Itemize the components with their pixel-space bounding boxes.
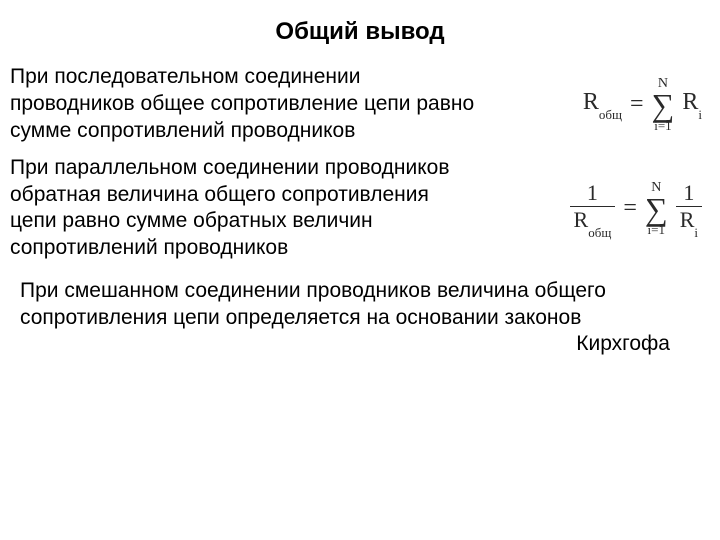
row-parallel: При параллельном соединении проводников … bbox=[10, 155, 710, 263]
lhs-sub: общ bbox=[599, 107, 622, 122]
sigma-icon: ∑ bbox=[652, 89, 675, 121]
sum-lower: i=1 bbox=[654, 119, 671, 132]
equation: 1 Rобщ = N ∑ i=1 1 Ri bbox=[570, 180, 702, 236]
row-mixed: При смешанном соединении проводников вел… bbox=[10, 278, 710, 356]
sigma-icon: ∑ bbox=[645, 193, 668, 225]
row-series: При последовательном соединении проводни… bbox=[10, 64, 710, 145]
rhs-fraction: 1 Ri bbox=[676, 180, 702, 236]
summation: N ∑ i=1 bbox=[645, 181, 668, 236]
kirchhoff-label: Кирхгофа bbox=[10, 332, 670, 356]
slide-title: Общий вывод bbox=[10, 18, 710, 46]
equation: Rобщ = N ∑ i=1 Ri bbox=[583, 77, 702, 132]
equals-sign: = bbox=[630, 91, 644, 118]
formula-parallel: 1 Rобщ = N ∑ i=1 1 Ri bbox=[570, 180, 710, 236]
slide-page: Общий вывод При последовательном соедине… bbox=[0, 0, 720, 540]
lhs-var: R bbox=[583, 89, 599, 115]
paragraph-series: При последовательном соединении проводни… bbox=[10, 64, 490, 145]
rhs-sub: i bbox=[698, 107, 702, 122]
rhs-den-var: R bbox=[680, 207, 695, 232]
rhs-den-sub: i bbox=[694, 225, 698, 240]
lhs-den-sub: общ bbox=[588, 225, 611, 240]
rhs-denominator: Ri bbox=[676, 207, 702, 236]
lhs-denominator: Rобщ bbox=[570, 207, 616, 236]
rhs-numerator: 1 bbox=[679, 180, 698, 206]
equals-sign: = bbox=[623, 195, 637, 222]
lhs-numerator: 1 bbox=[583, 180, 602, 206]
paragraph-mixed: При смешанном соединении проводников вел… bbox=[20, 278, 700, 332]
paragraph-parallel: При параллельном соединении проводников … bbox=[10, 155, 460, 263]
rhs: Ri bbox=[682, 89, 702, 119]
summation: N ∑ i=1 bbox=[652, 77, 675, 132]
lhs-fraction: 1 Rобщ bbox=[570, 180, 616, 236]
lhs-den-var: R bbox=[574, 207, 589, 232]
rhs-var: R bbox=[682, 89, 698, 115]
lhs: Rобщ bbox=[583, 89, 622, 119]
formula-series: Rобщ = N ∑ i=1 Ri bbox=[583, 77, 710, 132]
sum-lower: i=1 bbox=[648, 223, 665, 236]
